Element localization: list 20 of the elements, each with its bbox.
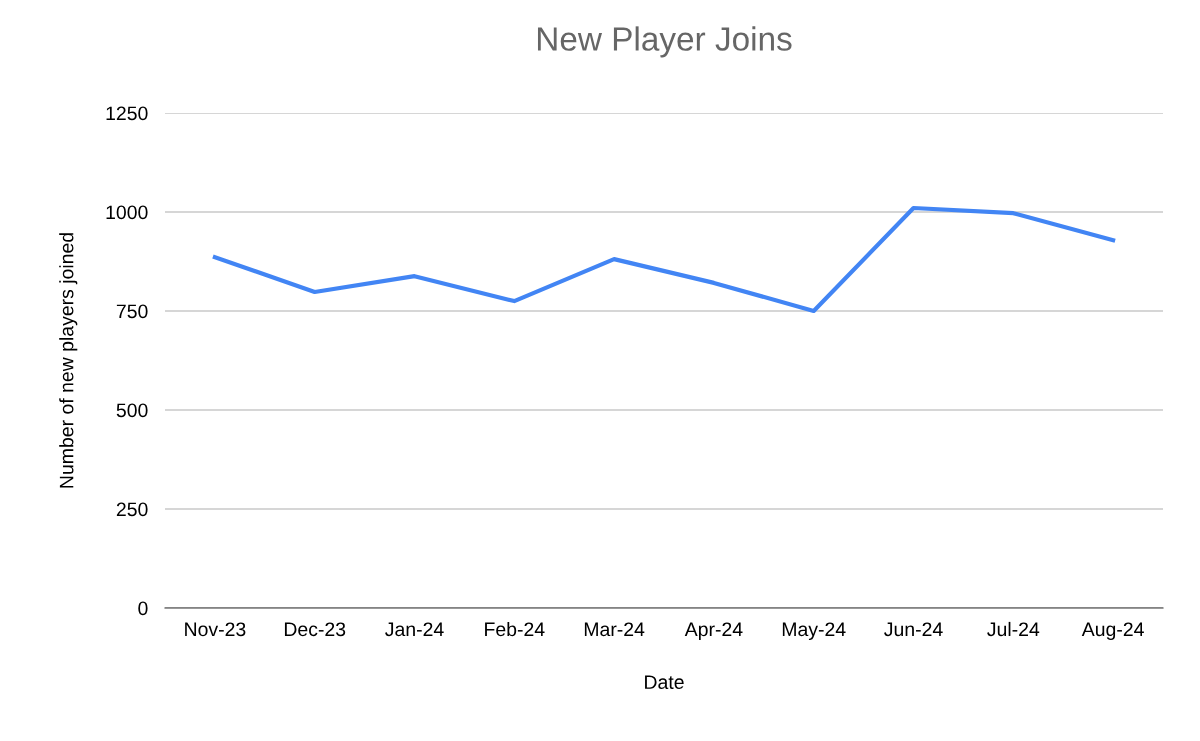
x-tick-label: Dec-23 (284, 622, 346, 637)
x-axis-title: Date (645, 675, 684, 690)
chart-title: New Player Joins (537, 26, 792, 58)
y-tick-label: 250 (116, 502, 148, 517)
x-tick-label: Mar-24 (584, 622, 645, 637)
x-tick-label: Feb-24 (485, 621, 545, 637)
x-tick-label: Jan-24 (385, 622, 444, 637)
x-tick-label: Nov-23 (185, 622, 246, 637)
y-axis-title: Number of new players joined (59, 233, 78, 488)
x-tick-label: Jun-24 (884, 622, 943, 637)
y-tick-label: 500 (116, 403, 148, 418)
y-tick-label: 0 (138, 601, 148, 616)
x-tick-label: Apr-24 (684, 622, 743, 641)
x-tick-label: Aug-24 (1081, 622, 1144, 641)
y-tick-label: 1250 (106, 106, 148, 121)
y-tick-label: 750 (116, 304, 148, 319)
y-tick-label: 1000 (106, 205, 148, 220)
x-tick-label: Jul-24 (987, 621, 1040, 637)
line-series (212, 205, 1116, 314)
x-tick-label: May-24 (782, 622, 846, 641)
